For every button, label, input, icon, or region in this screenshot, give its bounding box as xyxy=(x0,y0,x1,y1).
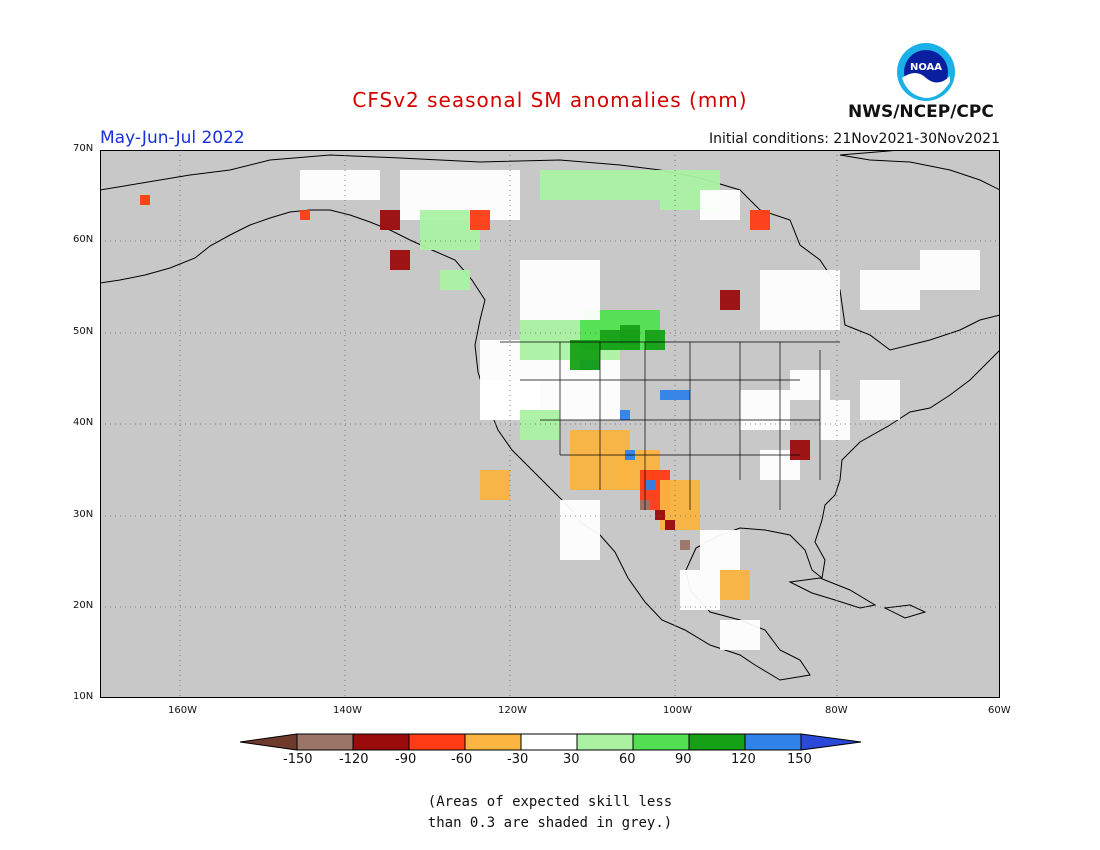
agency-label: NWS/NCEP/CPC xyxy=(848,102,994,122)
anomaly-cell xyxy=(140,195,150,205)
anomaly-cell xyxy=(655,510,665,520)
forecast-period: May-Jun-Jul 2022 xyxy=(100,128,245,148)
skill-note-line1: (Areas of expected skill less xyxy=(427,794,673,810)
anomaly-cell xyxy=(700,190,740,220)
legend-tick-label: -60 xyxy=(451,752,473,767)
anomaly-cell xyxy=(720,620,760,650)
anomaly-cell xyxy=(300,210,310,220)
longitude-label: 80W xyxy=(825,705,848,716)
anomaly-cell xyxy=(300,170,380,200)
legend-swatch xyxy=(800,733,862,751)
latitude-label: 70N xyxy=(73,143,94,154)
anomaly-cell xyxy=(520,260,600,320)
anomaly-cell xyxy=(440,270,470,290)
anomaly-cell xyxy=(750,210,770,230)
legend-tick-label: 150 xyxy=(787,752,812,767)
legend-swatch xyxy=(296,733,354,751)
anomaly-cell xyxy=(820,400,850,440)
noaa-logo-icon: NOAA xyxy=(897,43,955,101)
map-title: CFSv2 seasonal SM anomalies (mm) xyxy=(352,88,748,112)
legend-tick-label: -90 xyxy=(395,752,417,767)
legend-tick-label: -30 xyxy=(507,752,529,767)
anomaly-cell xyxy=(680,540,690,550)
latitude-label: 50N xyxy=(73,326,94,337)
anomaly-cell xyxy=(645,330,665,350)
legend-tick-label: 120 xyxy=(731,752,756,767)
anomaly-cell xyxy=(790,440,810,460)
soil-moisture-anomaly-map xyxy=(100,150,1000,698)
legend-swatch xyxy=(576,733,634,751)
legend-swatch xyxy=(240,733,298,751)
anomaly-cell xyxy=(920,250,980,290)
legend-tick-label: -150 xyxy=(283,752,313,767)
longitude-label: 100W xyxy=(663,705,692,716)
anomaly-cell xyxy=(665,520,675,530)
legend-tick-label: 90 xyxy=(675,752,692,767)
legend-tick-label: -120 xyxy=(339,752,369,767)
anomaly-cell xyxy=(700,530,740,570)
legend-swatch xyxy=(520,733,578,751)
longitude-label: 140W xyxy=(333,705,362,716)
legend-swatch xyxy=(408,733,466,751)
skill-note-line2: than 0.3 are shaded in grey.) xyxy=(427,815,673,831)
longitude-label: 160W xyxy=(168,705,197,716)
anomaly-cell xyxy=(520,410,560,440)
anomaly-cell xyxy=(740,390,790,430)
latitude-label: 40N xyxy=(73,417,94,428)
anomaly-cell xyxy=(570,340,600,370)
color-legend xyxy=(240,733,862,751)
state-boundaries xyxy=(500,341,840,510)
anomaly-cell xyxy=(380,210,400,230)
anomaly-cell xyxy=(620,410,630,420)
anomaly-cell xyxy=(645,480,655,490)
legend-swatch xyxy=(688,733,746,751)
initial-conditions: Initial conditions: 21Nov2021-30Nov2021 xyxy=(709,131,1000,147)
anomaly-cell xyxy=(540,170,660,200)
greenland-land xyxy=(839,150,1000,191)
longitude-label: 60W xyxy=(988,705,1011,716)
anomaly-cell xyxy=(390,250,410,270)
legend-tick-label: 30 xyxy=(563,752,580,767)
legend-tick-label: 60 xyxy=(619,752,636,767)
legend-swatch xyxy=(744,733,802,751)
anomaly-cell xyxy=(620,325,640,345)
latitude-label: 10N xyxy=(73,691,94,702)
latitude-label: 30N xyxy=(73,509,94,520)
legend-swatch xyxy=(464,733,522,751)
anomaly-cell xyxy=(860,380,900,420)
anomaly-cell xyxy=(720,570,750,600)
graticule xyxy=(100,150,1000,698)
anomaly-cell xyxy=(860,270,920,310)
anomaly-cell xyxy=(790,370,830,400)
hispaniola-land xyxy=(883,604,927,619)
anomaly-cell xyxy=(720,290,740,310)
latitude-label: 60N xyxy=(73,234,94,245)
legend-swatch xyxy=(352,733,410,751)
skill-note: (Areas of expected skill less than 0.3 a… xyxy=(0,792,1100,834)
longitude-label: 120W xyxy=(498,705,527,716)
logo-text: NOAA xyxy=(910,62,942,73)
anomaly-cell xyxy=(560,500,600,560)
anomaly-cell xyxy=(680,570,720,610)
legend-swatch xyxy=(632,733,690,751)
latitude-label: 20N xyxy=(73,600,94,611)
anomaly-cell xyxy=(760,270,840,330)
cuba-land xyxy=(788,577,877,609)
anomaly-cell xyxy=(480,470,510,500)
anomaly-cell xyxy=(470,210,490,230)
